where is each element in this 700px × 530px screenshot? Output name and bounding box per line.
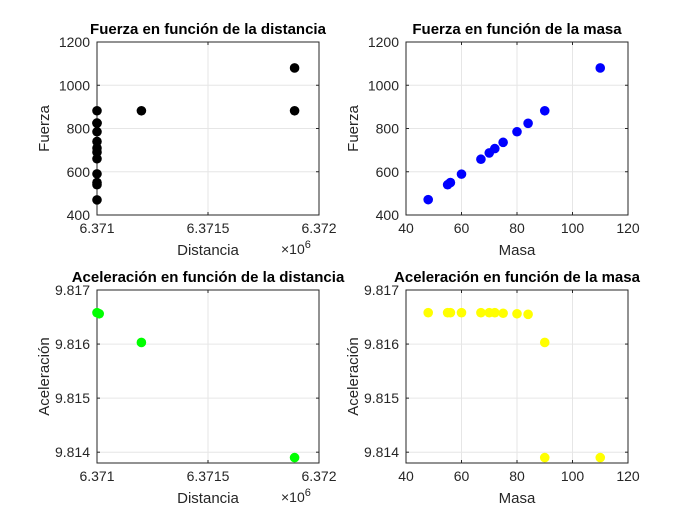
y-tick-label: 600 bbox=[67, 164, 91, 180]
data-point bbox=[289, 105, 300, 116]
y-tick-label: 9.816 bbox=[55, 336, 90, 352]
data-point bbox=[498, 308, 508, 319]
data-point bbox=[136, 105, 147, 116]
data-point bbox=[595, 63, 606, 73]
y-axis-label: Fuerza bbox=[36, 105, 53, 152]
x-tick-label: 100 bbox=[561, 220, 585, 236]
x-tick-label: 6.371 bbox=[79, 468, 114, 484]
x-axis-label: Distancia bbox=[177, 490, 239, 507]
x-axis-label: Masa bbox=[499, 242, 536, 259]
x-exponent-power: 6 bbox=[305, 487, 311, 499]
y-axis-label: Aceleración bbox=[36, 337, 53, 415]
y-tick-label: 9.815 bbox=[55, 390, 90, 406]
x-tick-label: 60 bbox=[454, 220, 470, 236]
data-point bbox=[136, 337, 147, 348]
data-point bbox=[523, 309, 533, 320]
x-tick-label: 120 bbox=[616, 220, 640, 236]
data-point bbox=[423, 307, 434, 318]
data-point bbox=[476, 307, 486, 318]
data-point bbox=[92, 195, 102, 205]
x-tick-label: 60 bbox=[454, 468, 470, 484]
x-tick-label: 100 bbox=[561, 468, 585, 484]
y-tick-label: 9.817 bbox=[55, 282, 90, 298]
data-point bbox=[289, 452, 300, 463]
data-point bbox=[423, 194, 434, 205]
y-tick-label: 600 bbox=[376, 164, 400, 180]
x-exponent-label: ×106 bbox=[281, 487, 311, 505]
data-point bbox=[289, 63, 300, 73]
axes-2: 40 60 80 100 120 400 600 800 1000 1200 Masa Fuerza F… bbox=[345, 21, 640, 259]
chart-title: Aceleración en función de la distancia bbox=[72, 269, 345, 286]
data-point bbox=[498, 137, 508, 148]
data-point bbox=[539, 105, 550, 116]
y-tick-label: 9.816 bbox=[364, 336, 399, 352]
y-tick-label: 800 bbox=[67, 121, 91, 137]
data-point bbox=[92, 118, 102, 128]
chart-title: Fuerza en función de la masa bbox=[412, 21, 622, 38]
x-tick-label: 120 bbox=[616, 468, 640, 484]
data-point bbox=[476, 154, 486, 165]
x-axis-label: Masa bbox=[499, 490, 536, 507]
y-tick-label: 1000 bbox=[59, 77, 90, 93]
axes-4: 40 60 80 100 120 9.814 9.815 9.816 9.817 Masa Acel… bbox=[345, 269, 641, 507]
data-point bbox=[92, 105, 102, 116]
y-tick-label: 1000 bbox=[368, 77, 399, 93]
data-point bbox=[595, 452, 606, 463]
data-point bbox=[92, 136, 102, 147]
y-tick-label: 9.817 bbox=[364, 282, 399, 298]
data-point bbox=[445, 177, 456, 188]
data-point bbox=[445, 307, 456, 318]
data-point bbox=[92, 169, 102, 179]
chart-title: Fuerza en función de la distancia bbox=[90, 21, 327, 38]
y-tick-label: 400 bbox=[67, 207, 91, 223]
data-point bbox=[512, 126, 522, 137]
x-axis-label: Distancia bbox=[177, 242, 239, 259]
x-tick-label: 6.372 bbox=[301, 468, 336, 484]
x-tick-label: 6.371 bbox=[79, 220, 114, 236]
x-tick-label: 6.3715 bbox=[187, 220, 230, 236]
x-tick-label: 40 bbox=[398, 468, 414, 484]
axes-3: 6.371 6.3715 6.372 9.814 9.815 9.816 9.817 ×106… bbox=[36, 269, 345, 507]
x-tick-label: 80 bbox=[509, 220, 525, 236]
x-tick-label: 40 bbox=[398, 220, 414, 236]
y-axis-label: Fuerza bbox=[345, 105, 362, 152]
data-point bbox=[456, 307, 467, 318]
y-tick-label: 9.815 bbox=[364, 390, 399, 406]
x-exponent-power: 6 bbox=[305, 239, 311, 251]
data-point bbox=[512, 308, 522, 319]
data-point bbox=[490, 307, 500, 318]
y-tick-label: 9.814 bbox=[364, 444, 399, 460]
x-tick-label: 80 bbox=[509, 468, 525, 484]
data-point bbox=[523, 118, 533, 129]
data-point bbox=[456, 169, 467, 179]
y-tick-label: 800 bbox=[376, 121, 400, 137]
data-point bbox=[92, 126, 102, 137]
data-point bbox=[94, 308, 105, 319]
data-point bbox=[539, 337, 550, 348]
data-point bbox=[92, 177, 102, 188]
data-point bbox=[490, 143, 500, 154]
y-tick-label: 9.814 bbox=[55, 444, 90, 460]
y-tick-label: 1200 bbox=[368, 34, 399, 50]
x-exponent-label: ×106 bbox=[281, 239, 311, 257]
y-tick-label: 1200 bbox=[59, 34, 90, 50]
data-point bbox=[539, 452, 550, 463]
chart-title: Aceleración en función de la masa bbox=[394, 269, 641, 286]
x-tick-label: 6.3715 bbox=[187, 468, 230, 484]
y-tick-label: 400 bbox=[376, 207, 400, 223]
x-tick-label: 6.372 bbox=[301, 220, 336, 236]
y-axis-label: Aceleración bbox=[345, 337, 362, 415]
axes-1: 6.371 6.3715 6.372 400 600 800 1000 1200 ×106 Dis… bbox=[36, 21, 337, 259]
